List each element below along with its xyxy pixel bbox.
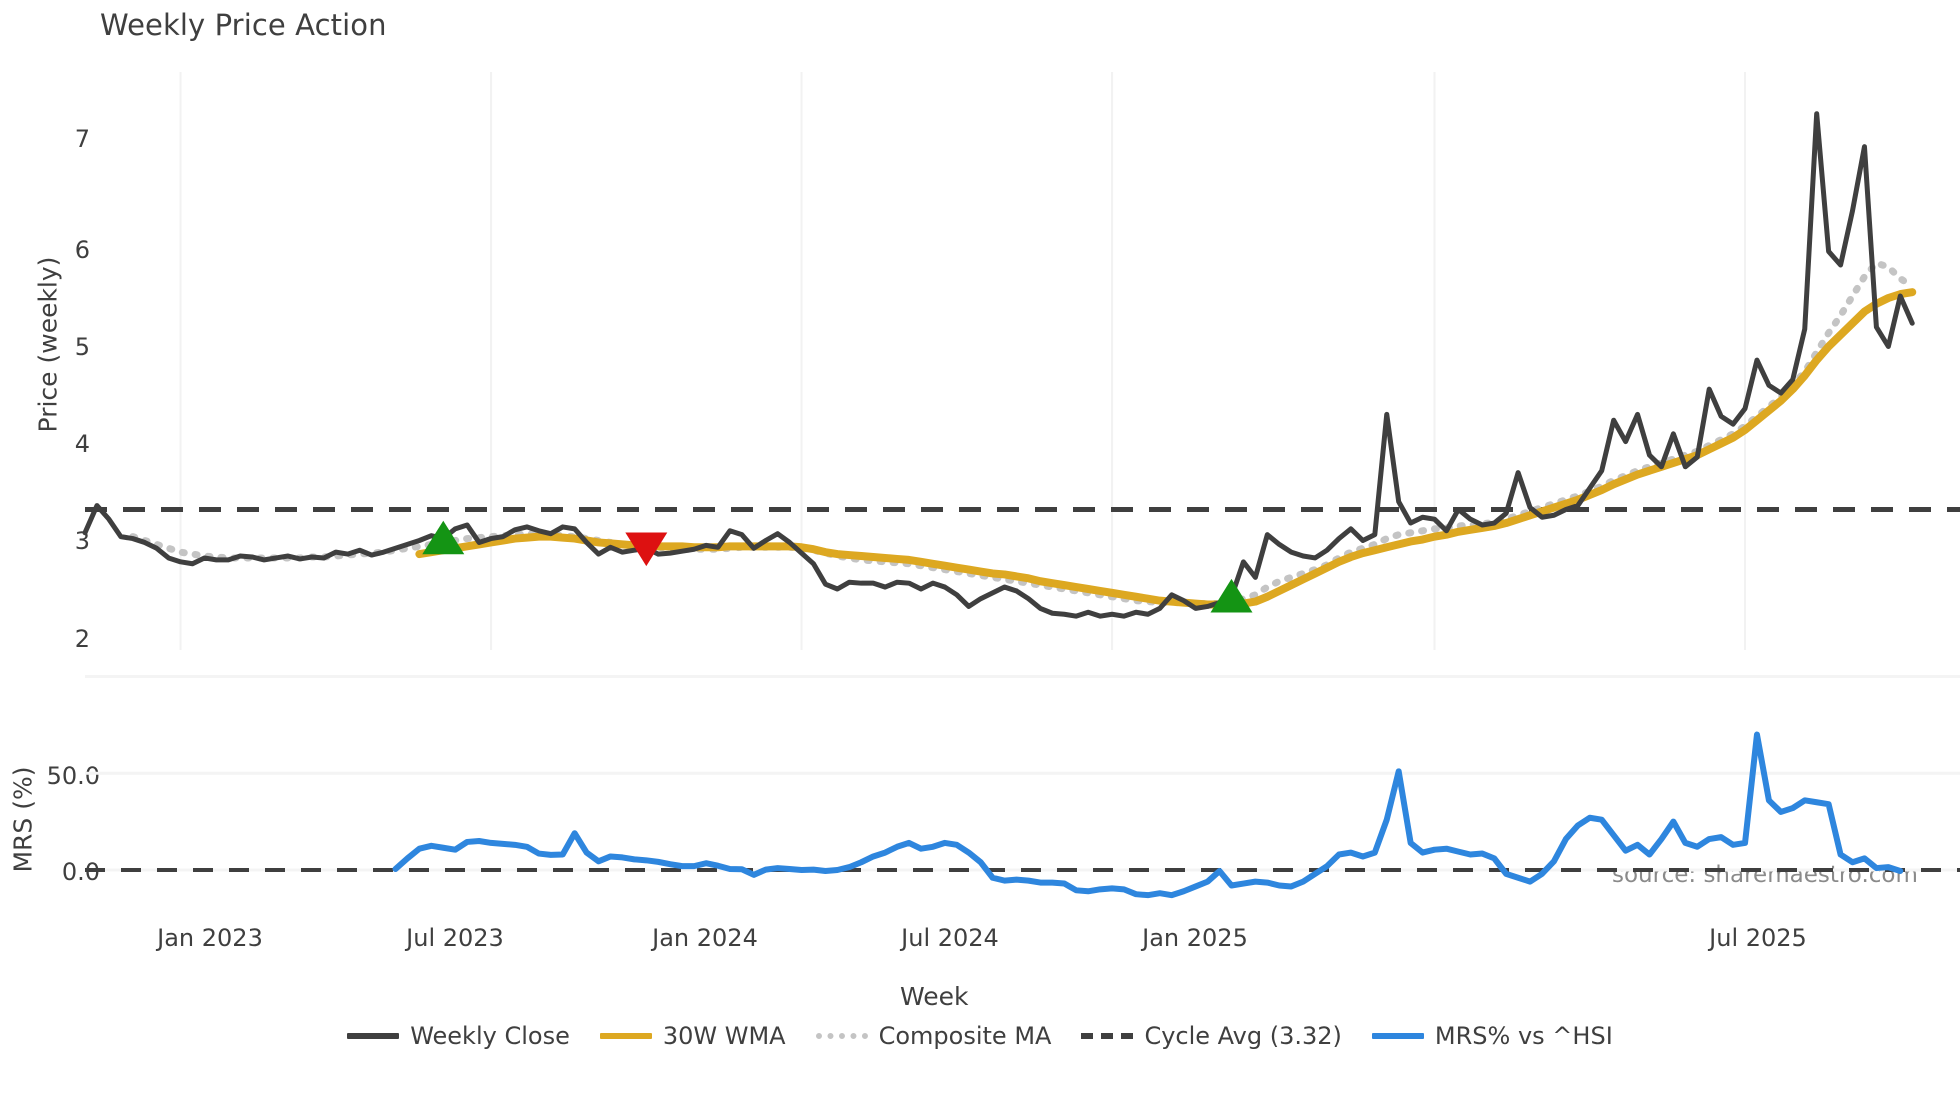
legend-label-wma: 30W WMA	[662, 1022, 786, 1050]
price-ytick-7: 7	[74, 125, 90, 153]
price-ytick-3: 3	[74, 527, 90, 555]
signal-markers	[422, 520, 1253, 613]
gridlines	[179, 72, 1747, 650]
xtick-jul-2024: Jul 2024	[901, 924, 999, 952]
wma-line	[415, 288, 1917, 609]
price-ytick-2: 2	[74, 625, 90, 653]
price-ytick-5: 5	[74, 333, 90, 361]
x-axis-label: Week	[900, 982, 969, 1011]
legend-label-composite-ma: Composite MA	[878, 1022, 1052, 1050]
legend-item-wma[interactable]: 30W WMA	[599, 1022, 786, 1050]
mrs-axis-label: MRS (%)	[8, 766, 38, 873]
legend-item-weekly-close[interactable]: Weekly Close	[347, 1022, 570, 1050]
xtick-jan-2024: Jan 2024	[652, 924, 758, 952]
legend-item-mrs[interactable]: MRS% vs ^HSI	[1371, 1022, 1613, 1050]
xtick-jul-2023: Jul 2023	[406, 924, 504, 952]
legend-label-mrs: MRS% vs ^HSI	[1434, 1022, 1613, 1050]
chart-legend: Weekly Close 30W WMA Composite MA Cycle Avg…	[0, 1022, 1960, 1050]
xtick-jan-2023: Jan 2023	[157, 924, 263, 952]
legend-label-weekly-close: Weekly Close	[410, 1022, 570, 1050]
price-ytick-6: 6	[74, 236, 90, 264]
legend-item-cycle-avg[interactable]: Cycle Avg (3.32)	[1081, 1022, 1342, 1050]
mrs-gridlines	[85, 675, 1960, 872]
source-watermark: source: sharemaestro.com	[1612, 862, 1918, 888]
mrs-ytick-50: 50.0	[46, 762, 100, 790]
page-title: Weekly Price Action	[100, 8, 387, 42]
mrs-ytick-0: 0.0	[61, 858, 100, 886]
composite-ma-line	[129, 259, 1916, 608]
xtick-jan-2025: Jan 2025	[1142, 924, 1248, 952]
xtick-jul-2025: Jul 2025	[1709, 924, 1807, 952]
weekly-close-line	[82, 111, 1915, 619]
legend-label-cycle-avg: Cycle Avg (3.32)	[1144, 1022, 1342, 1050]
price-ytick-4: 4	[74, 430, 90, 458]
legend-item-composite-ma[interactable]: Composite MA	[815, 1022, 1052, 1050]
